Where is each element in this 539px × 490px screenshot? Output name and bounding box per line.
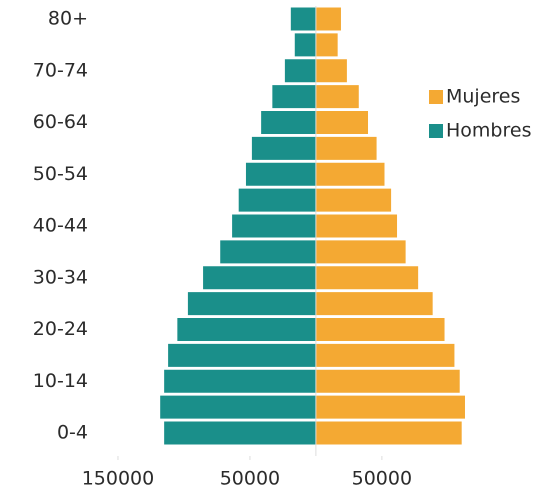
y-tick-label: 40-44 [33, 215, 88, 237]
y-tick-label: 50-54 [33, 163, 88, 185]
y-tick-label: 20-24 [33, 318, 88, 340]
bar [315, 266, 419, 290]
bar [315, 318, 445, 341]
bar [203, 266, 316, 290]
bar [238, 188, 316, 212]
y-tick-label: 0-4 [57, 422, 88, 444]
bar [315, 162, 385, 186]
bar [261, 111, 316, 134]
bar [251, 136, 316, 160]
bar [177, 318, 316, 341]
bar [272, 85, 316, 109]
bar [315, 85, 359, 109]
bar [160, 395, 316, 419]
bar [315, 214, 398, 238]
x-tick-label: 50000 [352, 468, 412, 490]
y-tick-label: 10-14 [33, 370, 88, 392]
legend-swatch [429, 124, 443, 138]
legend-label: Hombres [446, 120, 531, 142]
bar [315, 343, 455, 367]
x-tick-label: 50000 [220, 468, 280, 490]
bar [315, 136, 377, 160]
bar [315, 421, 462, 445]
y-tick-label: 70-74 [33, 59, 88, 81]
bar [220, 240, 316, 264]
bar [290, 7, 316, 31]
x-tick-label: 150000 [82, 468, 155, 490]
bar [315, 369, 460, 393]
bar [284, 59, 316, 83]
bar [187, 292, 316, 316]
y-tick-label: 60-64 [33, 111, 88, 133]
bar [164, 369, 316, 393]
legend-label: Mujeres [446, 86, 520, 108]
bar [245, 162, 316, 186]
bar [315, 395, 465, 419]
bar [164, 421, 316, 445]
bar [315, 240, 406, 264]
y-tick-label: 30-34 [33, 266, 88, 288]
bar [294, 33, 316, 57]
y-tick-label: 80+ [48, 8, 88, 30]
legend-swatch [429, 90, 443, 104]
bar [315, 111, 369, 134]
bar [315, 33, 338, 57]
bar [168, 343, 316, 367]
bar [315, 188, 392, 212]
bar [315, 7, 341, 31]
bar [315, 59, 347, 83]
bar [315, 292, 433, 316]
bar [232, 214, 316, 238]
